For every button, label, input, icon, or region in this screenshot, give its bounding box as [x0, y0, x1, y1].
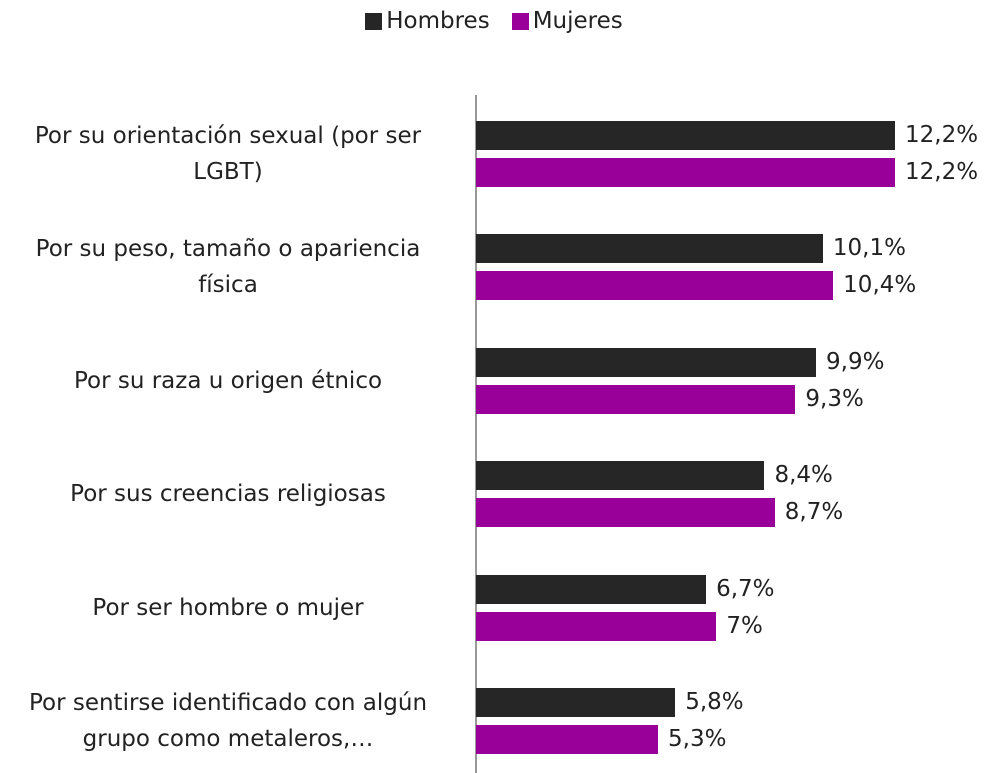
bar	[476, 688, 676, 717]
legend-label: Hombres	[386, 8, 490, 34]
category-label: Por sus creencias religiosas	[70, 481, 386, 508]
axis-line	[475, 95, 477, 773]
legend-item: Hombres	[365, 8, 490, 34]
value-label: 9,3%	[805, 385, 864, 412]
bar	[476, 498, 775, 528]
value-label: 10,4%	[843, 272, 917, 299]
legend-item: Mujeres	[511, 8, 623, 34]
bar	[476, 234, 823, 264]
value-label: 8,7%	[784, 499, 844, 526]
bar	[476, 384, 796, 414]
legend-label: Mujeres	[532, 8, 623, 34]
legend-swatch	[365, 12, 383, 30]
value-label: 9,9%	[826, 348, 885, 375]
value-label: 12,2%	[905, 159, 979, 185]
bar	[476, 271, 834, 301]
bar	[476, 461, 765, 491]
category-label: Por ser hombre o mujer	[92, 594, 364, 621]
bar	[476, 574, 707, 604]
value-label: 12,2%	[905, 122, 979, 148]
value-label: 8,4%	[774, 462, 833, 489]
bar	[476, 347, 816, 377]
category-label: Por su orientación sexual (por ser LGBT)	[34, 123, 422, 185]
legend-swatch	[511, 12, 529, 30]
bar	[476, 158, 895, 187]
value-label: 5,8%	[685, 689, 744, 715]
legend: Hombres Mujeres	[0, 8, 988, 34]
bar	[476, 725, 659, 754]
value-label: 7%	[726, 612, 763, 639]
bar	[476, 611, 717, 641]
category-label: Por su peso, tamaño o apariencia física	[35, 236, 421, 299]
value-label: 6,7%	[716, 575, 775, 602]
value-label: 10,1%	[832, 235, 906, 262]
bar	[476, 121, 895, 150]
category-label: Por su raza u origen étnico	[73, 367, 383, 394]
value-label: 5,3%	[668, 726, 727, 752]
category-label: Por sentirse identificado con algún grup…	[28, 690, 428, 752]
